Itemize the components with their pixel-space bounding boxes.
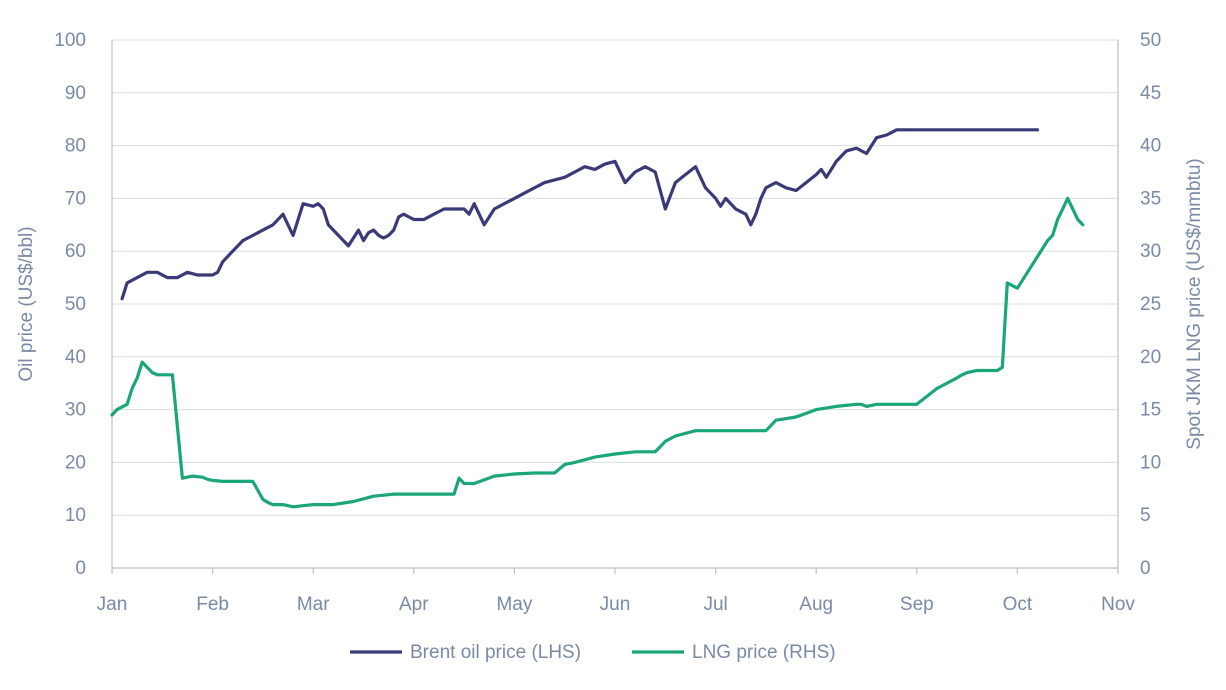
legend-label: LNG price (RHS) [692,642,836,663]
right-tick-label: 30 [1140,241,1161,262]
x-tick-label: May [496,594,532,615]
axes [111,40,1119,574]
right-tick-label: 20 [1140,347,1161,368]
right-tick-label: 25 [1140,294,1161,315]
series-line-lng [110,196,1085,509]
left-tick-label: 70 [65,188,86,209]
right-axis-title: Spot JKM LNG price (US$/mmbtu) [1184,158,1205,449]
left-tick-label: 50 [65,294,86,315]
left-tick-label: 0 [75,558,86,579]
left-axis-title: Oil price (US$/bbl) [16,226,37,381]
legend-label: Brent oil price (LHS) [410,642,581,663]
right-tick-label: 0 [1140,558,1151,579]
right-axis-tick-labels: 0 5 10 15 20 25 30 35 40 45 50 [1140,30,1161,579]
x-tick-label: Apr [399,594,429,615]
x-tick-label: Feb [196,594,229,615]
x-tick-label: Aug [799,594,833,615]
right-tick-label: 10 [1140,452,1161,473]
series-line-brent [120,128,1040,301]
x-tick-label: Jul [703,594,727,615]
right-tick-label: 15 [1140,400,1161,421]
left-tick-label: 100 [54,30,86,51]
left-tick-label: 20 [65,452,86,473]
x-tick-label: Sep [900,594,934,615]
right-tick-label: 40 [1140,136,1161,157]
left-tick-label: 60 [65,241,86,262]
x-tick-label: Nov [1101,594,1135,615]
x-tick-label: Jun [600,594,631,615]
series-lines [110,128,1085,509]
left-tick-label: 90 [65,83,86,104]
x-tick-label: Jan [97,594,128,615]
x-tick-label: Mar [297,594,330,615]
left-axis-tick-labels: 0 10 20 30 40 50 60 70 80 90 100 [54,30,86,579]
left-tick-label: 10 [65,505,86,526]
left-tick-label: 80 [65,136,86,157]
gridlines [112,39,1118,516]
right-tick-label: 45 [1140,83,1161,104]
x-tick-label: Oct [1003,594,1033,615]
x-axis-tick-labels: Jan Feb Mar Apr May Jun Jul Aug Sep Oct Nov [97,594,1136,615]
right-tick-label: 50 [1140,30,1161,51]
left-tick-label: 40 [65,347,86,368]
right-tick-label: 5 [1140,505,1151,526]
right-tick-label: 35 [1140,188,1161,209]
left-tick-label: 30 [65,400,86,421]
legend: Brent oil price (LHS) LNG price (RHS) [350,642,836,663]
